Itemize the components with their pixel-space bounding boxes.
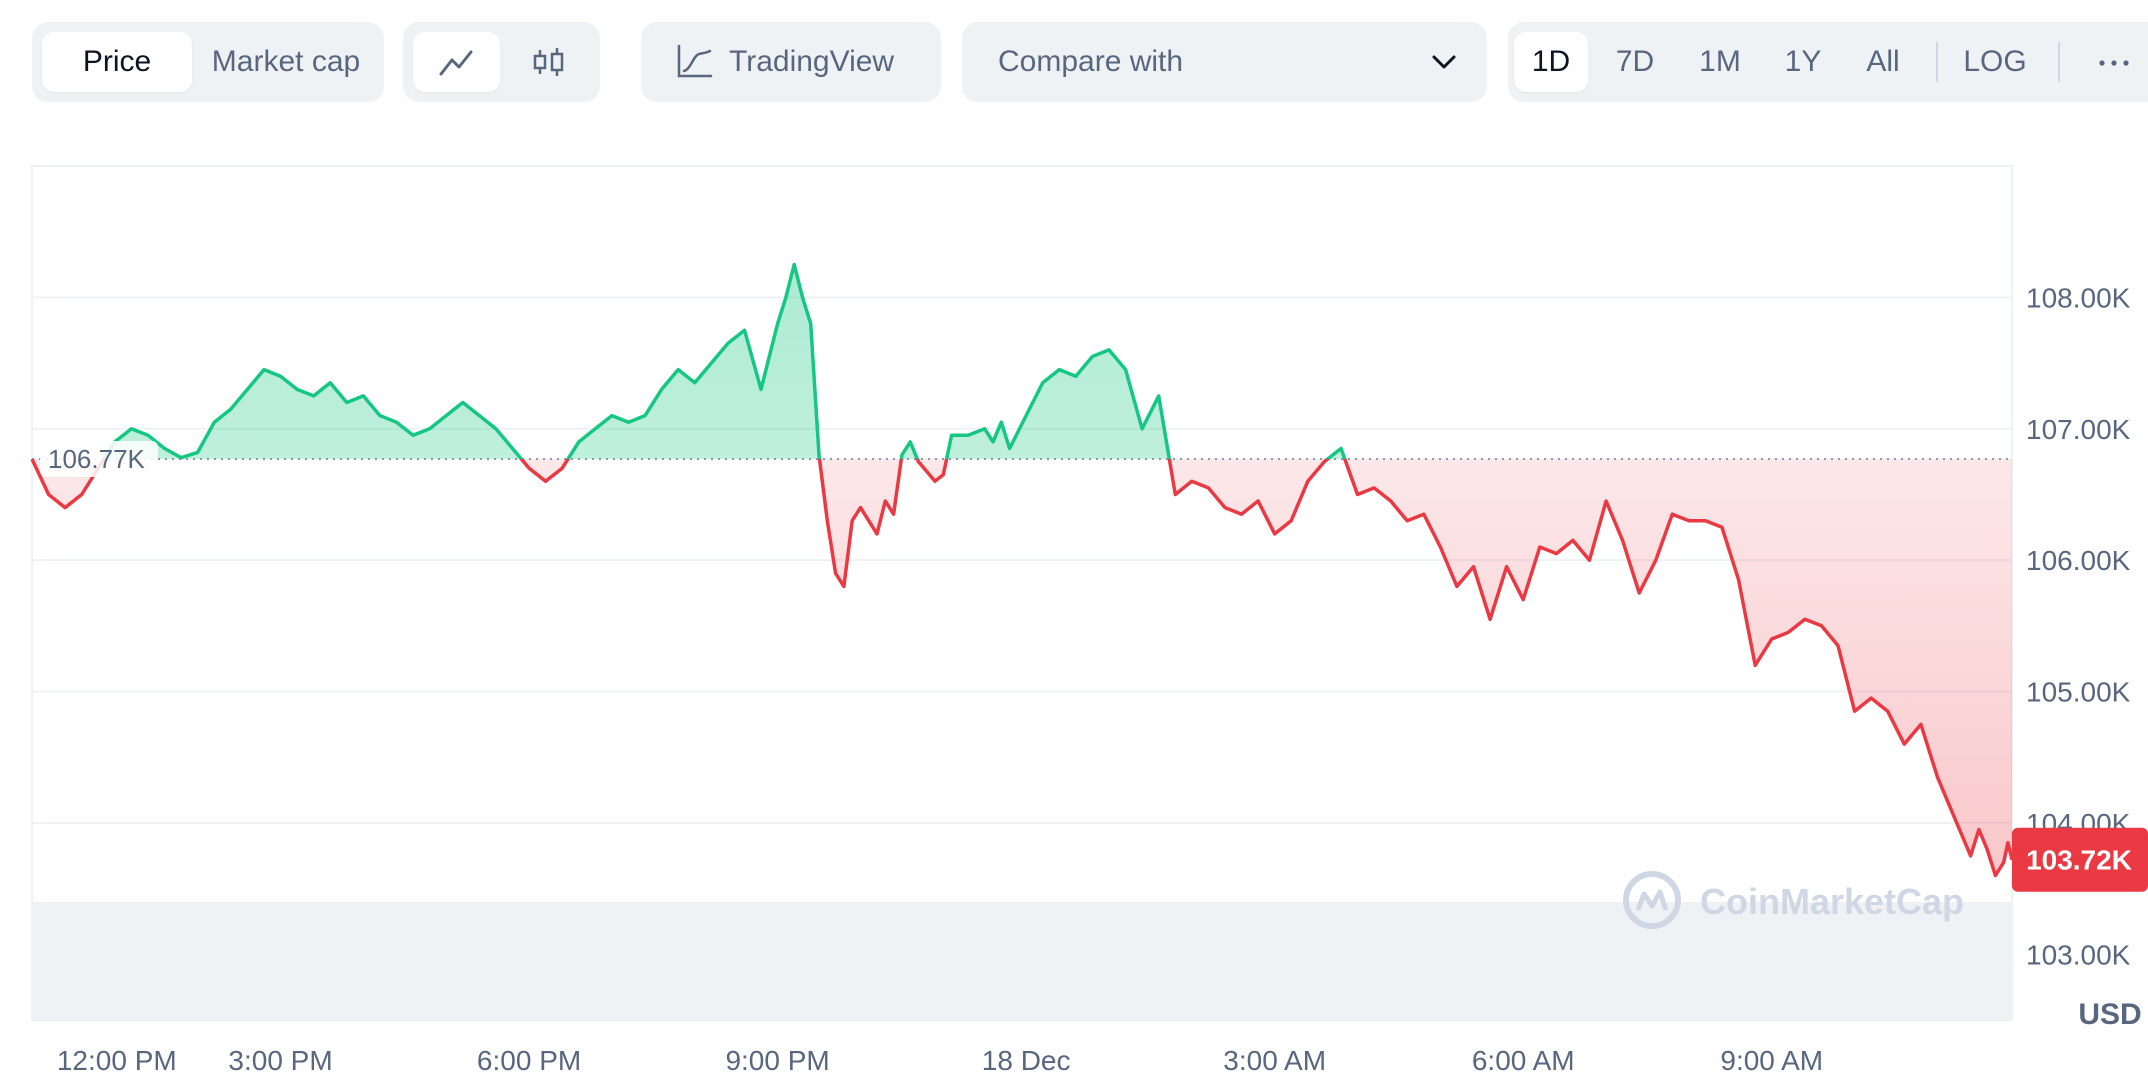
y-tick-label: 103.00K xyxy=(2026,939,2131,970)
area-above-reference xyxy=(104,264,1345,459)
y-tick-label: 108.00K xyxy=(2026,282,2131,313)
current-price-badge: 103.72K xyxy=(2012,827,2148,892)
line-chart-button[interactable] xyxy=(413,32,500,92)
price-areas xyxy=(32,264,2012,876)
more-button[interactable] xyxy=(2074,32,2148,92)
chevron-down-icon xyxy=(1432,55,1456,69)
price-lines xyxy=(30,262,2014,878)
range-7d[interactable]: 7D xyxy=(1615,45,1655,78)
watermark-text: CoinMarketCap xyxy=(1700,881,1964,922)
price-line-down xyxy=(30,458,2014,878)
line-chart-icon xyxy=(439,50,473,76)
range-1y[interactable]: 1Y xyxy=(1784,45,1822,78)
chart-style-toggle xyxy=(403,22,600,102)
area-below-reference xyxy=(32,458,2012,876)
compare-label: Compare with xyxy=(998,45,1184,78)
tradingview-label: TradingView xyxy=(729,45,895,78)
metric-toggle: Price Market cap xyxy=(32,22,384,102)
x-tick-label: 6:00 AM xyxy=(1472,1045,1575,1076)
compare-dropdown[interactable]: Compare with xyxy=(962,22,1487,102)
range-selector: 1D 7D 1M 1Y All LOG xyxy=(1508,22,2148,102)
y-tick-label: 107.00K xyxy=(2026,414,2131,445)
y-tick-label: 104.00K xyxy=(2026,808,2131,839)
y-tick-label: 106.00K xyxy=(2026,545,2131,576)
tab-price[interactable]: Price xyxy=(42,32,192,92)
x-tick-label: 12:00 PM xyxy=(57,1045,177,1076)
x-tick-label: 9:00 PM xyxy=(725,1045,829,1076)
currency-label: USD xyxy=(2078,998,2141,1031)
more-horizontal-icon xyxy=(2099,60,2129,66)
x-tick-label: 3:00 PM xyxy=(228,1045,332,1076)
reference-price-label: 106.77K xyxy=(48,444,146,474)
y-tick-label: 105.00K xyxy=(2026,677,2131,708)
x-axis: 12:00 PM 3:00 PM 6:00 PM 9:00 PM 18 Dec 3:00 … xyxy=(57,1045,1823,1076)
candlestick-button[interactable] xyxy=(505,32,592,92)
reference-price-badge: 106.77K xyxy=(40,440,158,477)
x-tick-label: 6:00 PM xyxy=(477,1045,581,1076)
log-toggle[interactable]: LOG xyxy=(1963,45,2027,78)
y-axis: 108.00K 107.00K 106.00K 105.00K 104.00K 103.0… xyxy=(2026,282,2131,970)
volume-bars xyxy=(32,902,2012,1020)
price-line-up xyxy=(32,262,1347,459)
x-tick-label: 18 Dec xyxy=(982,1045,1071,1076)
x-tick-label: 9:00 AM xyxy=(1720,1045,1823,1076)
grid-lines xyxy=(31,165,2013,1021)
range-all[interactable]: All xyxy=(1866,45,1900,78)
plot-frame xyxy=(31,165,2013,1021)
candlestick-icon xyxy=(533,48,564,76)
watermark: CoinMarketCap xyxy=(1623,871,1964,929)
range-1m[interactable]: 1M xyxy=(1699,45,1741,78)
coinmarketcap-logo-icon xyxy=(1623,871,1681,929)
current-price-label: 103.72K xyxy=(2026,845,2132,876)
x-tick-label: 3:00 AM xyxy=(1223,1045,1326,1076)
tradingview-button[interactable]: TradingView xyxy=(641,22,941,102)
range-1d[interactable]: 1D xyxy=(1514,32,1588,92)
volume-area xyxy=(32,902,2012,1020)
tradingview-icon xyxy=(677,44,713,78)
log-divider xyxy=(2058,42,2060,82)
tab-market-cap[interactable]: Market cap xyxy=(211,45,361,78)
range-divider xyxy=(1936,42,1938,82)
